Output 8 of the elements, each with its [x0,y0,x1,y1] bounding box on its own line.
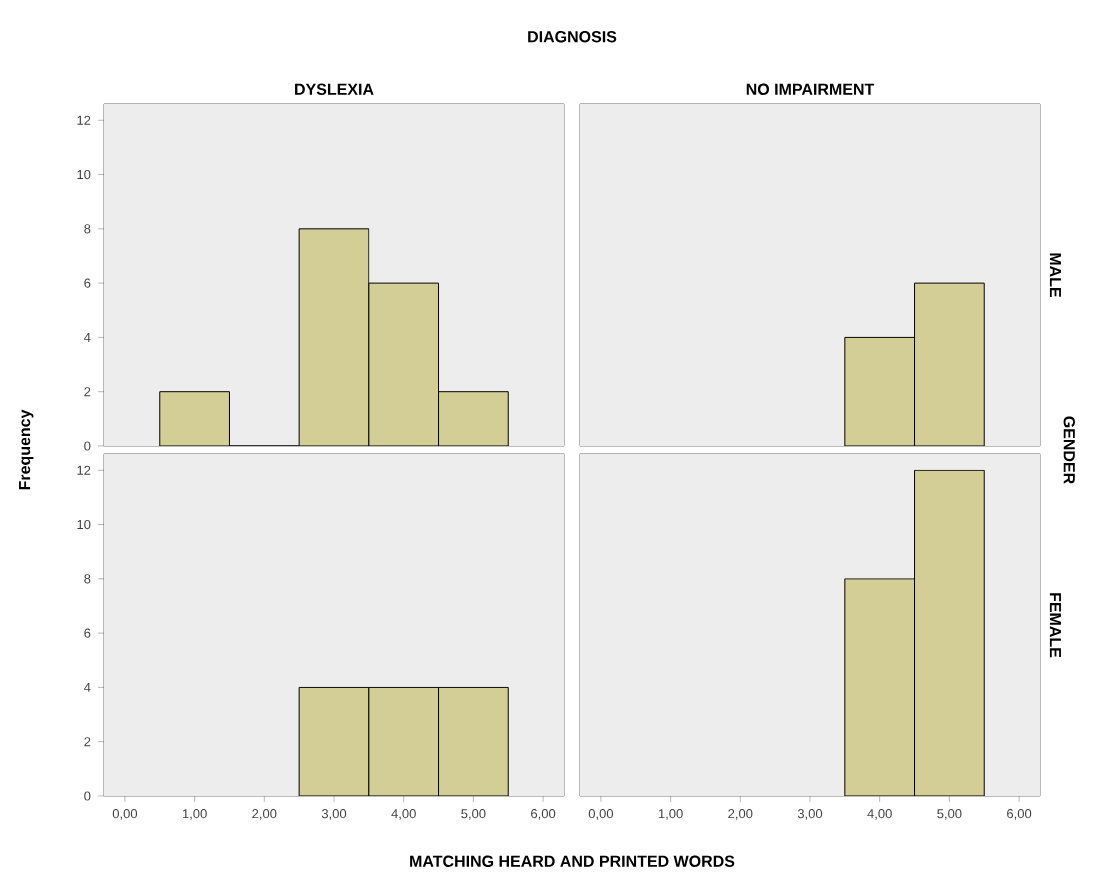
text: GENDER [1063,416,1075,484]
y2-axis-title: FEMALE [1049,593,1061,658]
x-axis-title: MATCHING HEARD AND PRINTED WORDS [410,855,735,867]
chart-title: DYSLEXIA [295,83,374,95]
text: DIAGNOSIS [528,31,617,43]
chart-title: NO IMPAIRMENT [746,83,875,95]
y-axis-title: Frequency [19,409,34,490]
y2-axis-title: MALE [1049,253,1061,298]
